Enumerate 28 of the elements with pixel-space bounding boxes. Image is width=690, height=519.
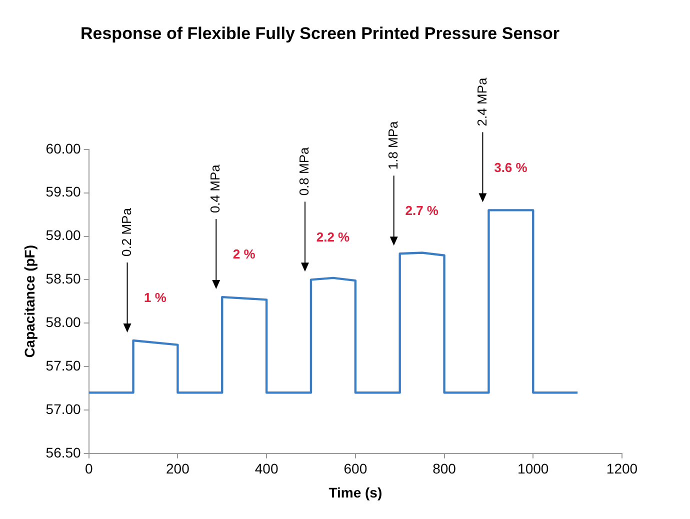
y-tick-label: 57.00	[46, 400, 82, 417]
y-tick-label: 60.00	[46, 140, 82, 156]
y-tick-label: 59.00	[46, 227, 82, 244]
x-tick-label: 0	[84, 460, 93, 477]
y-tick-label: 58.50	[46, 270, 82, 287]
x-tick-label: 1000	[518, 460, 549, 477]
x-tick-label: 200	[166, 460, 190, 477]
chart-title: Response of Flexible Fully Screen Printed Pressure Sensor	[80, 24, 560, 43]
y-tick-label: 57.50	[46, 357, 82, 374]
annotation: 1.8 MPa	[385, 120, 400, 170]
annotation: 1 %	[144, 290, 167, 306]
annotation: 3.6 %	[494, 160, 528, 175]
x-tick-label: 400	[254, 460, 278, 477]
annotation: 0.8 MPa	[296, 146, 312, 196]
text: 2.4 MPa	[474, 77, 490, 126]
x-tick-label: 1200	[606, 460, 638, 477]
x-axis-title: Time (s)	[328, 484, 382, 500]
y-tick-label: 59.50	[46, 184, 82, 200]
x-tick-label: 800	[432, 460, 456, 477]
annotation: 2 %	[232, 246, 256, 262]
annotation: 2.2 %	[316, 229, 350, 244]
y-axis-title: Capacitance (pF)	[21, 244, 38, 358]
annotation: 2.7 %	[405, 203, 439, 218]
y-tick-label: 58.00	[46, 314, 82, 330]
annotation: 0.2 MPa	[118, 207, 134, 256]
x-tick-label: 600	[344, 460, 368, 477]
y-tick-label: 56.50	[46, 444, 82, 460]
annotation: 0.4 MPa	[208, 164, 223, 214]
